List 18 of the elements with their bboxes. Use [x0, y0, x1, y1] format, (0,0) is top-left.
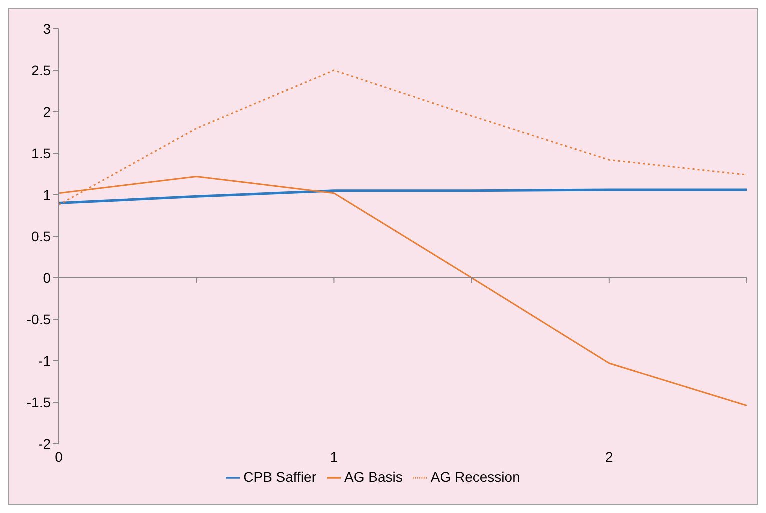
legend-label: AG Basis	[344, 469, 403, 485]
y-tick-label: 2.5	[32, 62, 52, 78]
y-tick-label: -2	[38, 436, 52, 452]
y-tick-label: 0	[43, 270, 52, 286]
x-tick-label: 1	[330, 448, 338, 465]
y-tick-label: 2	[43, 104, 52, 120]
y-tick-label: -1	[38, 352, 52, 369]
x-tick-label: 0	[55, 448, 64, 465]
y-tick-label: 1	[43, 186, 52, 203]
y-tick-label: 3	[43, 20, 52, 37]
y-tick-label: -0.5	[26, 311, 52, 328]
line-series	[59, 188, 747, 205]
legend-label: AG Recession	[430, 469, 520, 485]
legend-label: CPB Saffier	[244, 469, 317, 485]
y-tick-label: 1.5	[32, 145, 52, 162]
y-tick-label: 0.5	[32, 228, 52, 244]
y-tick-label: -1.5	[26, 394, 52, 410]
x-tick-label: 2	[606, 448, 614, 465]
